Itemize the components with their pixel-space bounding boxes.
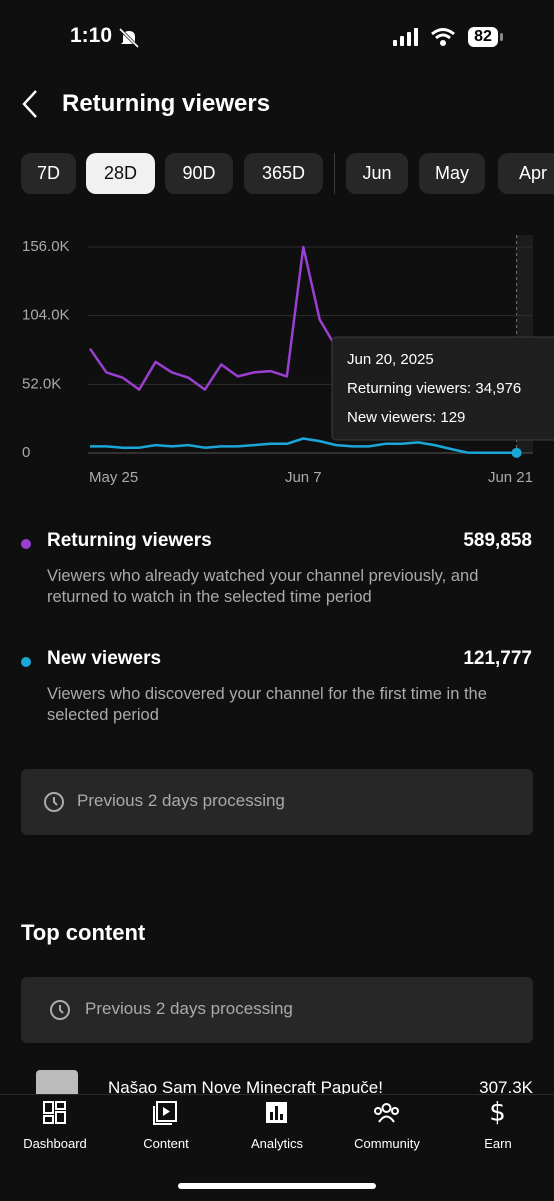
svg-text:$: $ bbox=[489, 1100, 506, 1126]
section-title: Top content bbox=[21, 920, 146, 945]
notice-text: Previous 2 days processing bbox=[77, 791, 285, 810]
page-title: Returning viewers bbox=[62, 90, 271, 117]
processing-notice: Previous 2 days processing bbox=[21, 769, 533, 835]
nav-icon bbox=[153, 1101, 177, 1125]
nav-icon bbox=[374, 1103, 399, 1123]
nav-label: Community bbox=[354, 1136, 420, 1151]
legend-total: 121,777 bbox=[463, 648, 532, 669]
silent-icon bbox=[118, 27, 140, 49]
nav-item[interactable]: Community bbox=[337, 1100, 437, 1151]
tab[interactable]: 28D bbox=[86, 153, 155, 194]
legend-total: 589,858 bbox=[463, 530, 532, 551]
chart: 0 52.0K 104.0K 156.0K May 25 Jun 7 Jun 21 Jun 2… bbox=[22, 235, 554, 486]
legend-dot bbox=[21, 539, 31, 549]
tooltip-date: Jun 20, 2025 bbox=[347, 351, 434, 368]
battery-tip bbox=[500, 33, 503, 41]
tooltip-line: Returning viewers: 34,976 bbox=[347, 380, 521, 397]
tab[interactable]: May bbox=[419, 153, 485, 194]
home-indicator bbox=[178, 1183, 376, 1189]
nav-item[interactable]: $ Earn bbox=[448, 1098, 548, 1152]
wifi-icon bbox=[431, 28, 455, 46]
nav-icon bbox=[43, 1101, 66, 1124]
nav-icon: $ bbox=[489, 1098, 506, 1128]
legend-name: New viewers bbox=[47, 648, 162, 669]
back-button[interactable] bbox=[20, 88, 42, 120]
clock-icon bbox=[44, 792, 64, 812]
tooltip-box bbox=[331, 336, 554, 441]
nav-icon bbox=[266, 1102, 287, 1123]
top-content-notice: Previous 2 days processing bbox=[21, 977, 533, 1043]
legend-description: Viewers who discovered your channel for … bbox=[47, 685, 487, 724]
y-tick-label: 0 bbox=[22, 444, 30, 461]
series-line bbox=[90, 437, 517, 455]
y-tick-label: 156.0K bbox=[22, 238, 70, 255]
content-title[interactable]: Našao Sam Nove Minecraft Papuče! bbox=[108, 1078, 383, 1097]
status-time: 1:10 bbox=[70, 24, 113, 47]
x-tick-label: Jun 21 bbox=[488, 469, 533, 486]
tab-divider bbox=[334, 153, 335, 194]
legend-name: Returning viewers bbox=[47, 530, 212, 551]
nav-label: Analytics bbox=[250, 1136, 304, 1151]
tab[interactable]: 365D bbox=[244, 153, 323, 194]
x-tick-label: May 25 bbox=[89, 469, 138, 486]
tab[interactable]: 7D bbox=[21, 153, 76, 194]
y-tick-label: 52.0K bbox=[22, 375, 61, 392]
battery: 82 bbox=[468, 27, 498, 47]
nav-item[interactable]: Analytics bbox=[227, 1100, 327, 1151]
clock-icon bbox=[50, 1000, 70, 1020]
legend-dot bbox=[21, 657, 31, 667]
tab[interactable]: Jun bbox=[346, 153, 408, 194]
content-views: 307.3K bbox=[479, 1078, 533, 1097]
nav-label: Earn bbox=[484, 1136, 512, 1151]
tab[interactable]: Apr bbox=[498, 153, 554, 194]
signal-icon bbox=[393, 28, 418, 46]
legend-description: Viewers who already watched your channel… bbox=[47, 567, 479, 606]
nav-label: Content bbox=[143, 1136, 189, 1151]
tooltip-line: New viewers: 129 bbox=[347, 409, 465, 426]
selected-point bbox=[511, 447, 522, 458]
nav-label: Dashboard bbox=[23, 1136, 87, 1151]
y-tick-label: 104.0K bbox=[22, 307, 70, 324]
notice-text: Previous 2 days processing bbox=[85, 999, 293, 1018]
nav-item[interactable]: Content bbox=[116, 1100, 216, 1151]
nav-item[interactable]: Dashboard bbox=[5, 1100, 105, 1151]
x-tick-label: Jun 7 bbox=[285, 469, 322, 486]
tab[interactable]: 90D bbox=[165, 153, 233, 194]
